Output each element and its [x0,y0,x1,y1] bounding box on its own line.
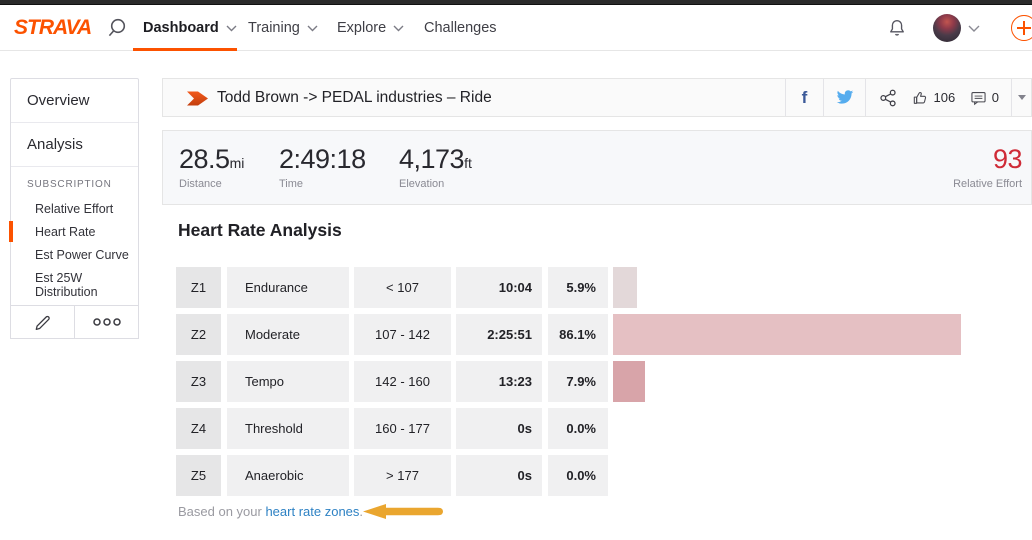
zone-percent: 0.0% [548,408,608,449]
zone-percent: 0.0% [548,455,608,496]
stat-relative-effort: 93 Relative Effort [953,144,1022,190]
zone-range: 160 - 177 [354,408,451,449]
zone-name: Anaerobic [227,455,349,496]
activity-type-arrow-icon [186,90,209,107]
nav-item-challenges[interactable]: Challenges [424,20,497,36]
sidebar-item-est-25w-distribution[interactable]: Est 25W Distribution [35,270,98,299]
avatar[interactable] [933,14,961,42]
hr-zone-row: Z5 Anaerobic > 177 0s 0.0% [176,455,961,496]
zone-range: 142 - 160 [354,361,451,402]
annotation-arrow-icon [362,503,444,520]
zone-percent: 5.9% [548,267,608,308]
zone-name: Endurance [227,267,349,308]
hr-zone-rows: Z1 Endurance < 107 10:04 5.9% Z2 Moderate 107 -… [176,267,961,502]
zone-label: Z3 [176,361,221,402]
zone-label: Z4 [176,408,221,449]
facebook-share-icon[interactable]: f [785,79,823,116]
share-icon[interactable] [879,88,897,108]
edit-activity-button[interactable] [10,305,75,339]
section-title: Heart Rate Analysis [178,220,342,240]
stats-bar: 28.5mi Distance 2:49:18 Time 4,173ft Ele… [162,130,1032,205]
active-nav-underline [133,48,237,51]
zone-time: 13:23 [456,361,542,402]
strava-logo[interactable]: STRAVA [14,16,92,39]
ellipsis-icon [92,318,121,326]
sidebar-item-est-power-curve[interactable]: Est Power Curve [35,247,129,262]
activity-header: Todd Brown -> PEDAL industries – Ride f [162,78,1032,117]
zone-name: Threshold [227,408,349,449]
zone-name: Moderate [227,314,349,355]
notifications-bell-icon[interactable] [886,17,908,39]
zone-time: 10:04 [456,267,542,308]
more-options-button[interactable] [74,305,139,339]
stat-time: 2:49:18 Time [279,144,366,190]
subscription-section: SUBSCRIPTION Relative Effort Heart Rate … [9,166,138,315]
caret-down-icon [1017,95,1026,100]
hr-footer-note: Based on your heart rate zones. [178,504,364,519]
sidebar-actions [10,305,139,339]
activity-title: Todd Brown -> PEDAL industries – Ride [217,89,492,106]
engagement-group: 106 0 [865,79,1011,116]
zone-time: 0s [456,455,542,496]
zone-time-bar [613,267,637,308]
social-bar: f 106 [785,79,1031,116]
sidebar-item-relative-effort[interactable]: Relative Effort [35,201,114,216]
heart-rate-zones-link[interactable]: heart rate zones [265,504,360,519]
twitter-share-icon[interactable] [823,79,865,116]
zone-label: Z5 [176,455,221,496]
add-activity-icon[interactable] [1011,15,1032,41]
nav-item-explore[interactable]: Explore [337,5,404,51]
zone-time-bar [613,361,645,402]
hr-zone-row: Z4 Threshold 160 - 177 0s 0.0% [176,408,961,449]
pencil-icon [35,315,50,330]
comment-icon [971,91,986,105]
sidebar-item-analysis[interactable]: Analysis [11,122,138,166]
hr-zone-row: Z3 Tempo 142 - 160 13:23 7.9% [176,361,961,402]
subscription-label: SUBSCRIPTION [27,179,112,190]
window-chrome-strip [0,0,1032,5]
chevron-down-icon [307,25,318,31]
zone-name: Tempo [227,361,349,402]
stat-elevation: 4,173ft Elevation [399,144,472,190]
nav-item-dashboard[interactable]: Dashboard [143,5,237,51]
zone-time: 0s [456,408,542,449]
stat-distance: 28.5mi Distance [179,144,245,190]
zone-range: > 177 [354,455,451,496]
top-nav: STRAVA Dashboard Training Explore Challe… [0,5,1032,51]
search-icon[interactable] [106,17,128,39]
header-more-caret[interactable] [1011,79,1031,116]
sidebar-item-heart-rate[interactable]: Heart Rate [9,220,138,243]
hr-zone-row: Z2 Moderate 107 - 142 2:25:51 86.1% [176,314,961,355]
chevron-down-icon [393,25,404,31]
thumbs-up-icon [913,92,926,104]
kudos-count[interactable]: 106 [912,89,955,106]
zone-range: 107 - 142 [354,314,451,355]
zone-label: Z2 [176,314,221,355]
zone-label: Z1 [176,267,221,308]
sidebar-item-overview[interactable]: Overview [27,92,90,109]
zone-percent: 86.1% [548,314,608,355]
zone-range: < 107 [354,267,451,308]
chevron-down-icon [226,25,237,31]
comment-count[interactable]: 0 [970,90,999,106]
zone-time: 2:25:51 [456,314,542,355]
nav-item-training[interactable]: Training [248,5,318,51]
zone-time-bar [613,314,961,355]
zone-percent: 7.9% [548,361,608,402]
activity-sidebar: Overview Analysis SUBSCRIPTION Relative … [9,78,139,316]
account-chevron-down-icon[interactable] [968,25,980,33]
hr-zone-row: Z1 Endurance < 107 10:04 5.9% [176,267,961,308]
